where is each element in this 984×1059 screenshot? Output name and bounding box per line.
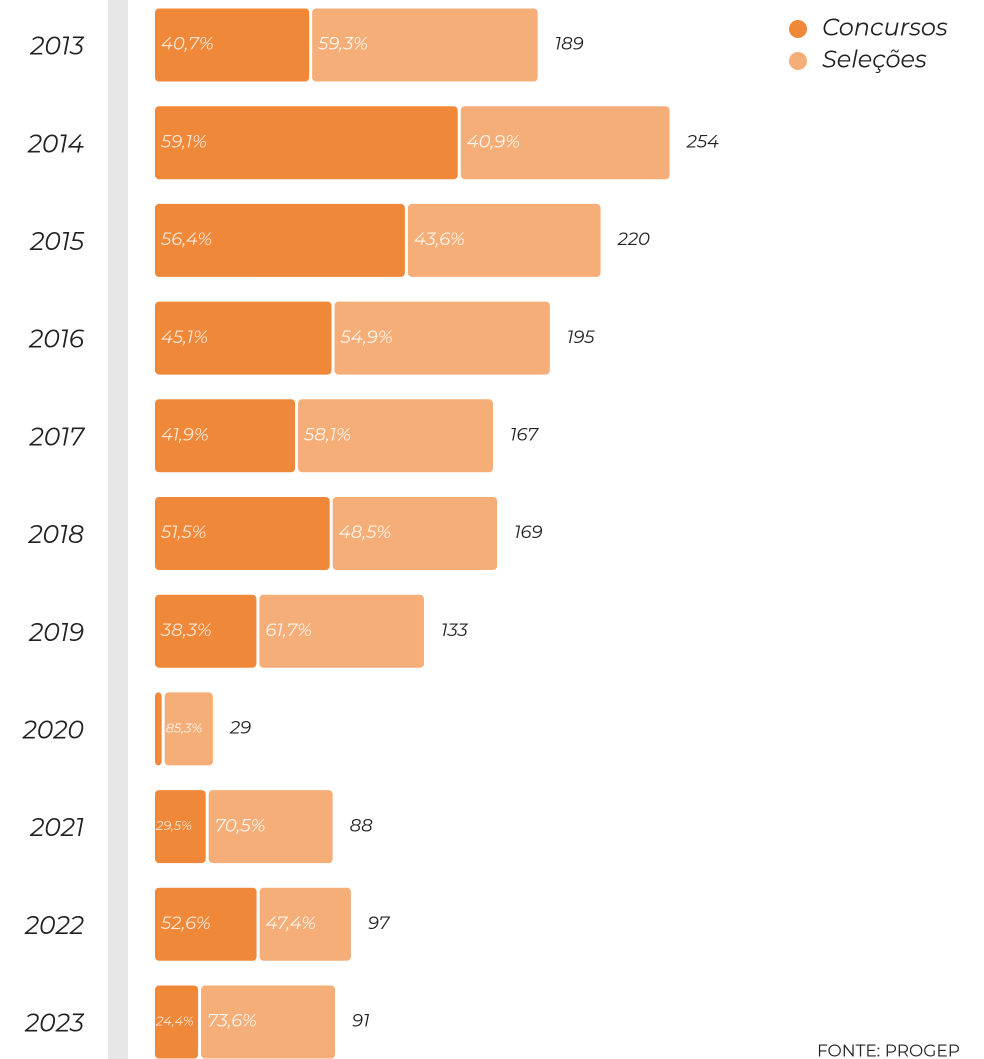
legend-label: Seleções	[822, 45, 927, 74]
y-tick-label: 2013	[29, 32, 85, 62]
value-label: 29,5%	[155, 818, 192, 834]
bar-segment	[298, 399, 494, 473]
total-label: 88	[350, 814, 373, 836]
value-label: 54,9%	[340, 326, 393, 348]
y-tick-label: 2021	[29, 813, 84, 843]
value-label: 56,4%	[160, 228, 212, 250]
bar-segment	[334, 301, 550, 375]
total-label: 97	[368, 912, 391, 934]
total-label: 133	[441, 619, 469, 641]
bar-segment	[155, 301, 332, 375]
bar-segment	[155, 594, 257, 668]
total-label: 220	[617, 228, 650, 250]
y-tick-label: 2017	[29, 422, 86, 452]
y-tick-label: 2020	[22, 715, 84, 745]
value-label: 41,9%	[161, 424, 209, 446]
total-label: 29	[229, 717, 251, 739]
total-label: 195	[567, 326, 595, 348]
value-label: 85,3%	[166, 720, 203, 736]
axis-band	[108, 0, 128, 1059]
bar-segment	[155, 985, 199, 1059]
bar-segment	[155, 203, 405, 277]
bar-segment	[155, 692, 162, 766]
value-label: 51,5%	[160, 521, 206, 543]
y-tick-label: 2016	[28, 325, 85, 355]
value-label: 24,4%	[155, 1013, 194, 1029]
y-tick-label: 2014	[27, 129, 85, 159]
legend-marker	[789, 20, 807, 38]
bar-segment	[332, 497, 498, 570]
total-label: 254	[686, 130, 719, 152]
total-label: 91	[352, 1010, 370, 1032]
total-label: 169	[514, 521, 542, 543]
value-label: 73,6%	[207, 1010, 257, 1032]
bar-segment	[312, 8, 538, 82]
legend-marker	[789, 52, 807, 70]
y-tick-label: 2018	[27, 520, 84, 550]
bar-segment	[460, 106, 670, 180]
value-label: 59,3%	[317, 33, 368, 55]
y-tick-label: 2015	[29, 227, 85, 257]
value-label: 70,5%	[215, 814, 266, 836]
bar-segment	[155, 399, 296, 473]
bar-segment	[155, 106, 458, 180]
value-label: 48,5%	[339, 521, 392, 543]
y-tick-label: 2023	[24, 1009, 85, 1039]
bar-segment	[259, 887, 351, 961]
bar-segment	[155, 790, 206, 864]
total-label: 167	[510, 424, 539, 446]
bar-segment	[201, 985, 336, 1059]
bar-segment	[407, 203, 601, 277]
legend-label: Concursos	[822, 13, 948, 42]
value-label: 38,3%	[160, 619, 212, 641]
bar-segment	[208, 790, 333, 864]
total-label: 189	[555, 33, 584, 55]
value-label: 61,7%	[265, 619, 312, 641]
value-label: 40,9%	[467, 130, 520, 152]
value-label: 52,6%	[160, 912, 211, 934]
value-label: 47,4%	[266, 912, 317, 934]
value-label: 58,1%	[303, 424, 351, 446]
value-label: 59,1%	[160, 130, 207, 152]
value-label: 43,6%	[414, 228, 465, 250]
source: FONTE: PROGEP	[817, 1041, 960, 1059]
value-label: 45,1%	[161, 326, 208, 348]
bar-segment	[259, 594, 424, 668]
bar-segment	[164, 692, 213, 766]
bar-segment	[155, 887, 257, 961]
bar-segment	[155, 8, 310, 82]
y-tick-label: 2022	[24, 911, 84, 941]
bar-segment	[155, 497, 330, 570]
y-tick-label: 2019	[28, 618, 84, 648]
value-label: 40,7%	[161, 33, 214, 55]
